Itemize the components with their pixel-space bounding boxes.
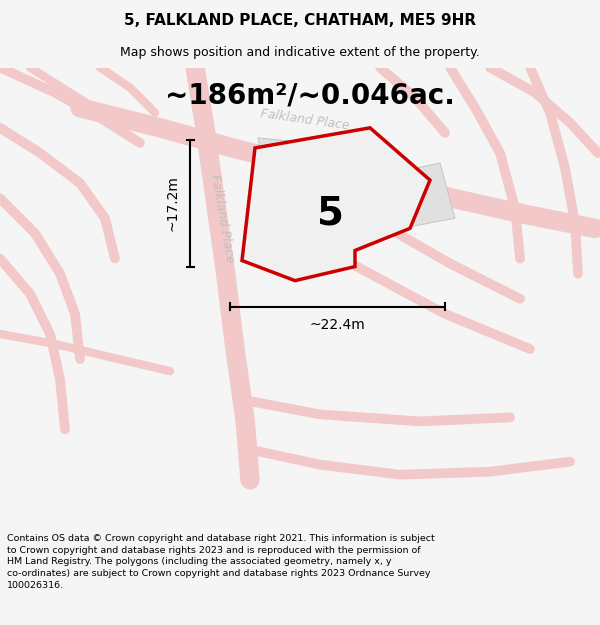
Polygon shape [370,163,455,231]
Polygon shape [242,128,430,281]
Text: Falkland Place: Falkland Place [208,173,236,264]
Text: 5, FALKLAND PLACE, CHATHAM, ME5 9HR: 5, FALKLAND PLACE, CHATHAM, ME5 9HR [124,12,476,28]
Text: ~186m²/~0.046ac.: ~186m²/~0.046ac. [165,82,455,109]
Text: 5: 5 [317,194,343,232]
Text: Contains OS data © Crown copyright and database right 2021. This information is : Contains OS data © Crown copyright and d… [7,534,435,590]
Text: Falkland Place: Falkland Place [260,107,350,132]
Text: ~17.2m: ~17.2m [166,175,180,231]
Text: ~22.4m: ~22.4m [310,318,365,332]
Polygon shape [258,138,325,188]
Text: Map shows position and indicative extent of the property.: Map shows position and indicative extent… [120,46,480,59]
